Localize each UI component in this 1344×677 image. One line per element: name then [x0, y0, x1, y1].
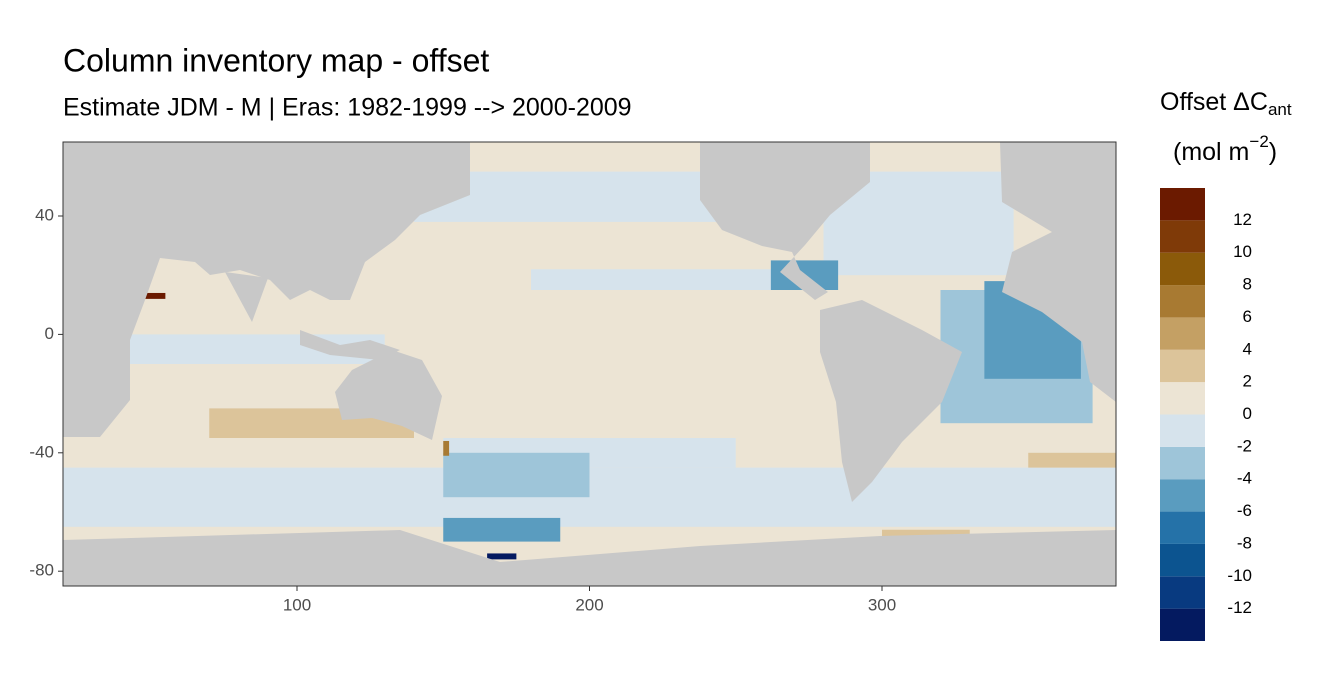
region-cell — [443, 517, 561, 542]
legend-title-sub: ant — [1268, 100, 1292, 119]
region-cell — [443, 440, 450, 456]
x-tick-label: 300 — [868, 595, 896, 614]
legend-tick-label: -10 — [1227, 566, 1252, 585]
legend-tick-label: 8 — [1243, 275, 1252, 294]
land — [63, 142, 1116, 586]
legend-bin — [1160, 317, 1205, 350]
region-cell — [531, 269, 824, 290]
legend-title-text: Offset ΔC — [1160, 88, 1268, 116]
north-america — [700, 142, 870, 300]
legend-unit-close: ) — [1269, 138, 1277, 166]
region-cell — [487, 553, 517, 560]
legend-tick-label: 4 — [1243, 339, 1252, 358]
legend-bin — [1160, 608, 1205, 641]
legend-bin — [1160, 479, 1205, 512]
antarctica — [63, 530, 1116, 586]
legend-tick-label: 10 — [1233, 242, 1252, 261]
chart-title: Column inventory map - offset — [63, 42, 489, 78]
eurasia-africa — [63, 142, 470, 437]
south-america — [820, 300, 962, 502]
legend-bin — [1160, 285, 1205, 318]
legend-bin — [1160, 188, 1205, 221]
legend-bin — [1160, 576, 1205, 609]
legend-tick-label: -12 — [1227, 598, 1252, 617]
region-cell — [1028, 452, 1116, 468]
legend-bin — [1160, 511, 1205, 544]
legend-tick-label: 2 — [1243, 372, 1252, 391]
legend-tick-label: -8 — [1237, 533, 1252, 552]
legend-tick-label: -6 — [1237, 501, 1252, 520]
region-cell — [136, 292, 166, 299]
legend-tick-label: -2 — [1237, 436, 1252, 455]
plot-area — [63, 142, 1116, 586]
chart-subtitle: Estimate JDM - M | Eras: 1982-1999 --> 2… — [63, 94, 632, 122]
indonesia — [300, 330, 400, 360]
legend-bin — [1160, 382, 1205, 415]
europe-africa — [1000, 142, 1116, 402]
y-tick-label: -80 — [29, 561, 54, 580]
legend: 12 10 8 6 4 2 0 -2 -4 -6 -8 -10 -12 — [1160, 188, 1252, 641]
legend-bin — [1160, 446, 1205, 480]
legend-tick-label: -4 — [1237, 469, 1252, 488]
region-cell — [443, 452, 590, 498]
india — [225, 272, 268, 322]
legend-bin — [1160, 349, 1205, 383]
legend-title: Offset ΔCant — [1160, 88, 1292, 120]
legend-bin — [1160, 220, 1205, 253]
legend-unit: (mol m−2) — [1173, 132, 1277, 165]
y-tick-label: 40 — [35, 205, 54, 224]
legend-bin — [1160, 252, 1205, 286]
australia — [335, 350, 442, 440]
legend-tick-label: 12 — [1233, 210, 1252, 229]
legend-bin — [1160, 414, 1205, 447]
legend-bin — [1160, 543, 1205, 577]
legend-tick-label: 0 — [1243, 404, 1252, 423]
y-tick-label: -40 — [29, 442, 54, 461]
y-tick-label: 0 — [45, 324, 54, 343]
legend-tick-label: 6 — [1243, 307, 1252, 326]
x-tick-label: 200 — [575, 595, 603, 614]
legend-unit-sup: −2 — [1249, 132, 1268, 151]
x-tick-label: 100 — [283, 595, 311, 614]
legend-unit-text: (mol m — [1173, 138, 1249, 166]
